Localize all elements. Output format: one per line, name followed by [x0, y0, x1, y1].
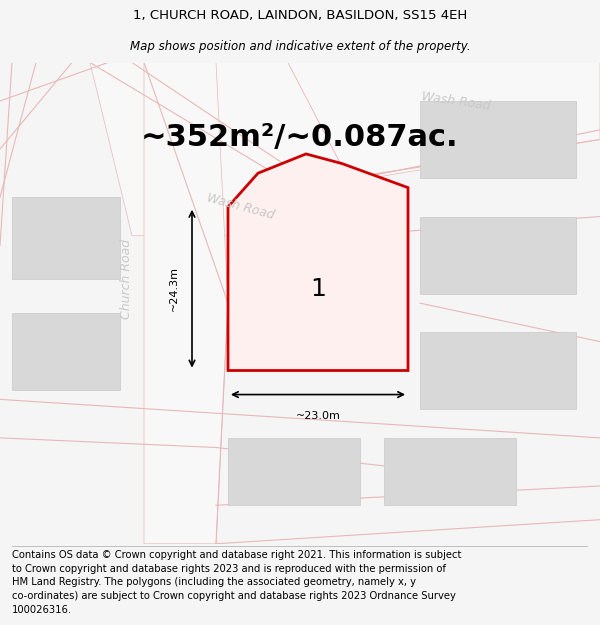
Polygon shape — [228, 438, 360, 505]
Polygon shape — [12, 312, 120, 390]
Polygon shape — [228, 154, 408, 371]
Text: Contains OS data © Crown copyright and database right 2021. This information is : Contains OS data © Crown copyright and d… — [12, 550, 461, 614]
Polygon shape — [420, 216, 576, 294]
Text: Church Road: Church Road — [119, 239, 133, 319]
Polygon shape — [252, 246, 396, 332]
Polygon shape — [420, 332, 576, 409]
Text: 1, CHURCH ROAD, LAINDON, BASILDON, SS15 4EH: 1, CHURCH ROAD, LAINDON, BASILDON, SS15 … — [133, 9, 467, 22]
Polygon shape — [288, 62, 600, 178]
Text: Wash Road: Wash Road — [205, 192, 275, 222]
Text: ~24.3m: ~24.3m — [169, 266, 179, 311]
Polygon shape — [90, 62, 348, 236]
Polygon shape — [420, 101, 576, 178]
Text: 1: 1 — [310, 277, 326, 301]
Text: Wash Road: Wash Road — [421, 90, 491, 112]
Text: Map shows position and indicative extent of the property.: Map shows position and indicative extent… — [130, 41, 470, 53]
Polygon shape — [384, 438, 516, 505]
Polygon shape — [144, 62, 228, 544]
Text: ~23.0m: ~23.0m — [296, 411, 340, 421]
Polygon shape — [12, 198, 120, 279]
Text: ~352m²/~0.087ac.: ~352m²/~0.087ac. — [141, 123, 459, 152]
